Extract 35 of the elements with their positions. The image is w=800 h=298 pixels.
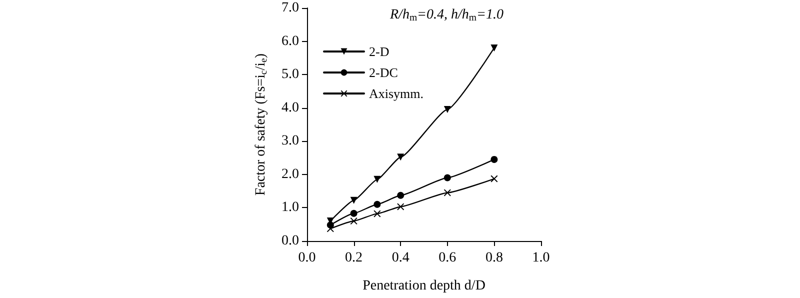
point bbox=[397, 203, 404, 210]
point bbox=[490, 175, 498, 182]
x-tick-label: 0.2 bbox=[345, 250, 363, 266]
y-tick-label: 3.0 bbox=[282, 134, 299, 149]
x-tick-label: 0.8 bbox=[485, 250, 503, 266]
point bbox=[397, 154, 404, 161]
point bbox=[350, 196, 358, 204]
point bbox=[444, 106, 451, 114]
point bbox=[490, 44, 498, 52]
y-tick-label: 1.0 bbox=[282, 200, 299, 216]
y-tick-label: 0.0 bbox=[282, 234, 299, 248]
point bbox=[350, 210, 358, 217]
point bbox=[490, 156, 498, 163]
point bbox=[397, 192, 404, 199]
point bbox=[444, 189, 451, 196]
legend-label: Axisymm. bbox=[369, 86, 424, 101]
legend-label: 2-DC bbox=[369, 65, 398, 80]
y-tick-label: 2.0 bbox=[282, 166, 299, 182]
y-tick-label: 4.0 bbox=[282, 100, 299, 116]
point bbox=[326, 225, 334, 232]
y-axis-title: Factor of safety (Fs=ic/ie) bbox=[253, 53, 270, 196]
y-tick-label: 5.0 bbox=[282, 67, 299, 82]
point bbox=[444, 174, 451, 182]
legend-label: 2-D bbox=[369, 44, 390, 59]
y-tick-label: 6.0 bbox=[282, 34, 299, 49]
point bbox=[374, 200, 381, 208]
x-tick-label: 0.0 bbox=[298, 250, 316, 266]
x-tick-label: 0.4 bbox=[392, 250, 410, 266]
y-tick-label: 7.0 bbox=[282, 0, 299, 16]
point bbox=[350, 218, 358, 225]
x-tick-label: 0.6 bbox=[438, 250, 456, 266]
x-axis-title: Penetration depth d/D bbox=[362, 278, 486, 294]
point bbox=[374, 176, 381, 183]
point bbox=[374, 210, 381, 218]
x-tick-label: 1.0 bbox=[532, 250, 550, 266]
